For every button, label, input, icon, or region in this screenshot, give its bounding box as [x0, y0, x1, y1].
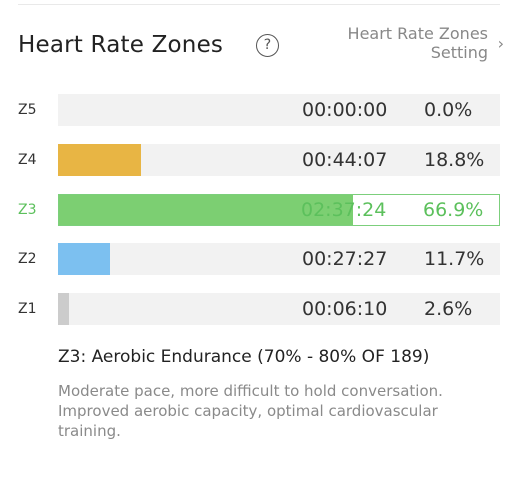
page-title: Heart Rate Zones — [18, 32, 224, 58]
zone-label: Z5 — [18, 102, 37, 118]
zone-row-z4[interactable]: Z4 00:44:07 18.8% — [18, 144, 500, 176]
zone-bar — [59, 195, 354, 225]
zone-bar — [58, 144, 142, 176]
zone-bar — [58, 243, 110, 275]
zone-time: 00:44:07 — [302, 149, 388, 171]
zone-percent: 2.6% — [424, 298, 473, 320]
zone-percent: 0.0% — [424, 99, 473, 121]
zone-percent: 11.7% — [424, 248, 485, 270]
zone-time: 00:00:00 — [302, 99, 388, 121]
setting-link-text: Heart Rate Zones Setting — [348, 24, 488, 62]
zone-time: 00:06:10 — [302, 298, 388, 320]
zone-label: Z1 — [18, 301, 37, 317]
zone-track: 00:27:27 11.7% — [58, 243, 500, 275]
zone-percent: 18.8% — [424, 149, 485, 171]
header: Heart Rate Zones ? Heart Rate Zones Sett… — [18, 22, 504, 72]
help-icon[interactable]: ? — [256, 34, 279, 57]
zone-track: 00:06:10 2.6% — [58, 293, 500, 325]
zone-time: 02:37:24 — [301, 199, 387, 221]
zone-bar — [58, 293, 70, 325]
selected-zone-heading: Z3: Aerobic Endurance (70% - 80% OF 189) — [58, 347, 430, 367]
zone-row-z5[interactable]: Z5 00:00:00 0.0% — [18, 94, 500, 126]
zone-row-z3[interactable]: Z3 02:37:24 66.9% — [18, 194, 500, 226]
zone-row-z1[interactable]: Z1 00:06:10 2.6% — [18, 293, 500, 325]
chevron-right-icon: › — [497, 34, 504, 53]
zone-percent: 66.9% — [423, 199, 484, 221]
zone-label: Z3 — [18, 202, 37, 218]
zone-label: Z4 — [18, 152, 37, 168]
setting-link-line2: Setting — [430, 43, 488, 62]
zone-track: 02:37:24 66.9% — [58, 194, 500, 226]
zone-track: 00:00:00 0.0% — [58, 94, 500, 126]
zone-track: 00:44:07 18.8% — [58, 144, 500, 176]
zone-time: 00:27:27 — [302, 248, 388, 270]
zone-label: Z2 — [18, 251, 37, 267]
setting-link-line1: Heart Rate Zones — [347, 24, 488, 43]
top-divider — [18, 4, 500, 5]
heart-rate-zones-setting-link[interactable]: Heart Rate Zones Setting › — [314, 24, 504, 68]
zone-row-z2[interactable]: Z2 00:27:27 11.7% — [18, 243, 500, 275]
selected-zone-description: Moderate pace, more difficult to hold co… — [58, 382, 443, 440]
